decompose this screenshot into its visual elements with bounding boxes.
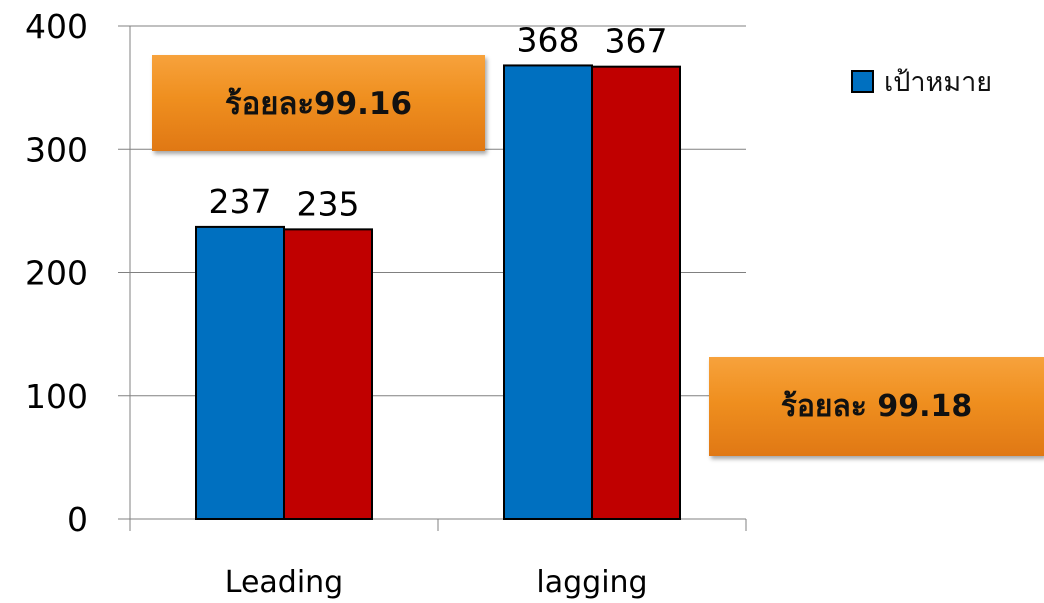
axes: 0 100 200 300 400 Leading lagging	[25, 7, 747, 600]
data-label: 237	[209, 182, 272, 221]
callout-leading-percent: ร้อยละ99.16	[152, 55, 485, 151]
data-labels: 237 235 368 367	[209, 20, 668, 223]
bar-lagging-series-1	[503, 64, 593, 520]
bars	[195, 64, 681, 521]
x-category-label: lagging	[536, 565, 647, 600]
data-label: 368	[517, 20, 580, 59]
legend-swatch	[851, 70, 874, 93]
y-tick-label: 200	[25, 254, 88, 293]
legend-label: เป้าหมาย	[884, 67, 993, 98]
bar-leading-series-1	[195, 225, 285, 521]
y-tick-label: 0	[67, 500, 88, 539]
data-label: 367	[605, 22, 668, 61]
y-tick-label: 100	[25, 377, 88, 416]
data-label: 235	[297, 184, 360, 223]
x-category-label: Leading	[225, 565, 343, 600]
bar-lagging-series-2	[591, 65, 681, 521]
callout-lagging-percent: ร้อยละ 99.18	[709, 357, 1044, 456]
legend: เป้าหมาย	[851, 60, 992, 103]
bar-leading-series-2	[283, 228, 373, 521]
y-tick-label: 300	[25, 130, 88, 169]
y-tick-label: 400	[25, 7, 88, 46]
